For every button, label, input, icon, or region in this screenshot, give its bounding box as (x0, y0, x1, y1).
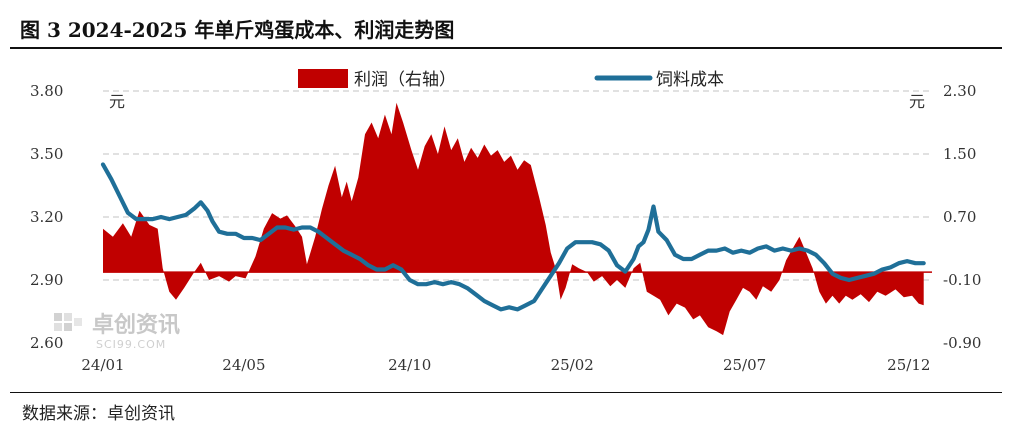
x-axis-tick-label: 24/05 (222, 356, 265, 374)
x-axis-tick-label: 25/12 (887, 356, 930, 374)
title-divider (10, 47, 1002, 49)
right-axis-tick-label: -0.90 (943, 334, 981, 352)
left-axis-tick-label: 3.20 (30, 208, 63, 226)
legend-profit-label: 利润（右轴） (354, 70, 456, 90)
legend-cost-label: 饲料成本 (656, 70, 724, 90)
left-axis-tick-label: 3.80 (30, 82, 63, 100)
right-axis-tick-label: -0.10 (943, 271, 981, 289)
watermark-logo-square (64, 323, 72, 331)
right-axis-tick-label: 1.50 (943, 145, 976, 163)
left-axis-tick-label: 2.60 (30, 334, 63, 352)
right-axis-tick-label: 2.30 (943, 82, 976, 100)
watermark-brand: 卓创资讯 (92, 313, 180, 338)
profit-area (103, 102, 924, 336)
title-bar: 图 3 2024-2025 年单斤鸡蛋成本、利润走势图 (10, 8, 1002, 48)
x-axis-tick-label: 25/07 (723, 356, 766, 374)
watermark-logo-square (64, 313, 72, 321)
footer-divider (10, 392, 1002, 393)
watermark: 卓创资讯 SCI99.COM (54, 313, 180, 351)
x-axis-tick-label: 24/01 (81, 356, 124, 374)
profit-series (103, 102, 932, 336)
watermark-logo-square (54, 313, 62, 321)
legend: 利润（右轴） 饲料成本 (298, 69, 724, 90)
source-note: 数据来源：卓创资讯 (22, 404, 175, 424)
right-axis-tick-label: 0.70 (943, 208, 976, 226)
right-axis-unit: 元 (909, 92, 925, 111)
watermark-logo-square (54, 323, 62, 331)
left-axis-tick-label: 2.90 (30, 271, 63, 289)
watermark-site: SCI99.COM (96, 338, 166, 351)
axes: 3.80 3.50 3.20 2.90 2.60 2.30 1.50 0.70 -0.10 -0.… (30, 82, 981, 374)
cost-series (100, 162, 926, 312)
legend-profit-swatch (298, 69, 348, 88)
watermark-logo-square (74, 318, 82, 326)
x-axis-tick-label: 25/02 (551, 356, 594, 374)
chart-title: 图 3 2024-2025 年单斤鸡蛋成本、利润走势图 (20, 18, 455, 42)
x-axis-tick-label: 24/10 (388, 356, 431, 374)
left-axis-unit: 元 (109, 92, 125, 111)
left-axis-tick-label: 3.50 (30, 145, 63, 163)
cost-line (100, 162, 926, 312)
chart-canvas: 卓创资讯 SCI99.COM 3.80 3.50 3.20 2.90 2.60 2.30 1… (30, 69, 981, 374)
